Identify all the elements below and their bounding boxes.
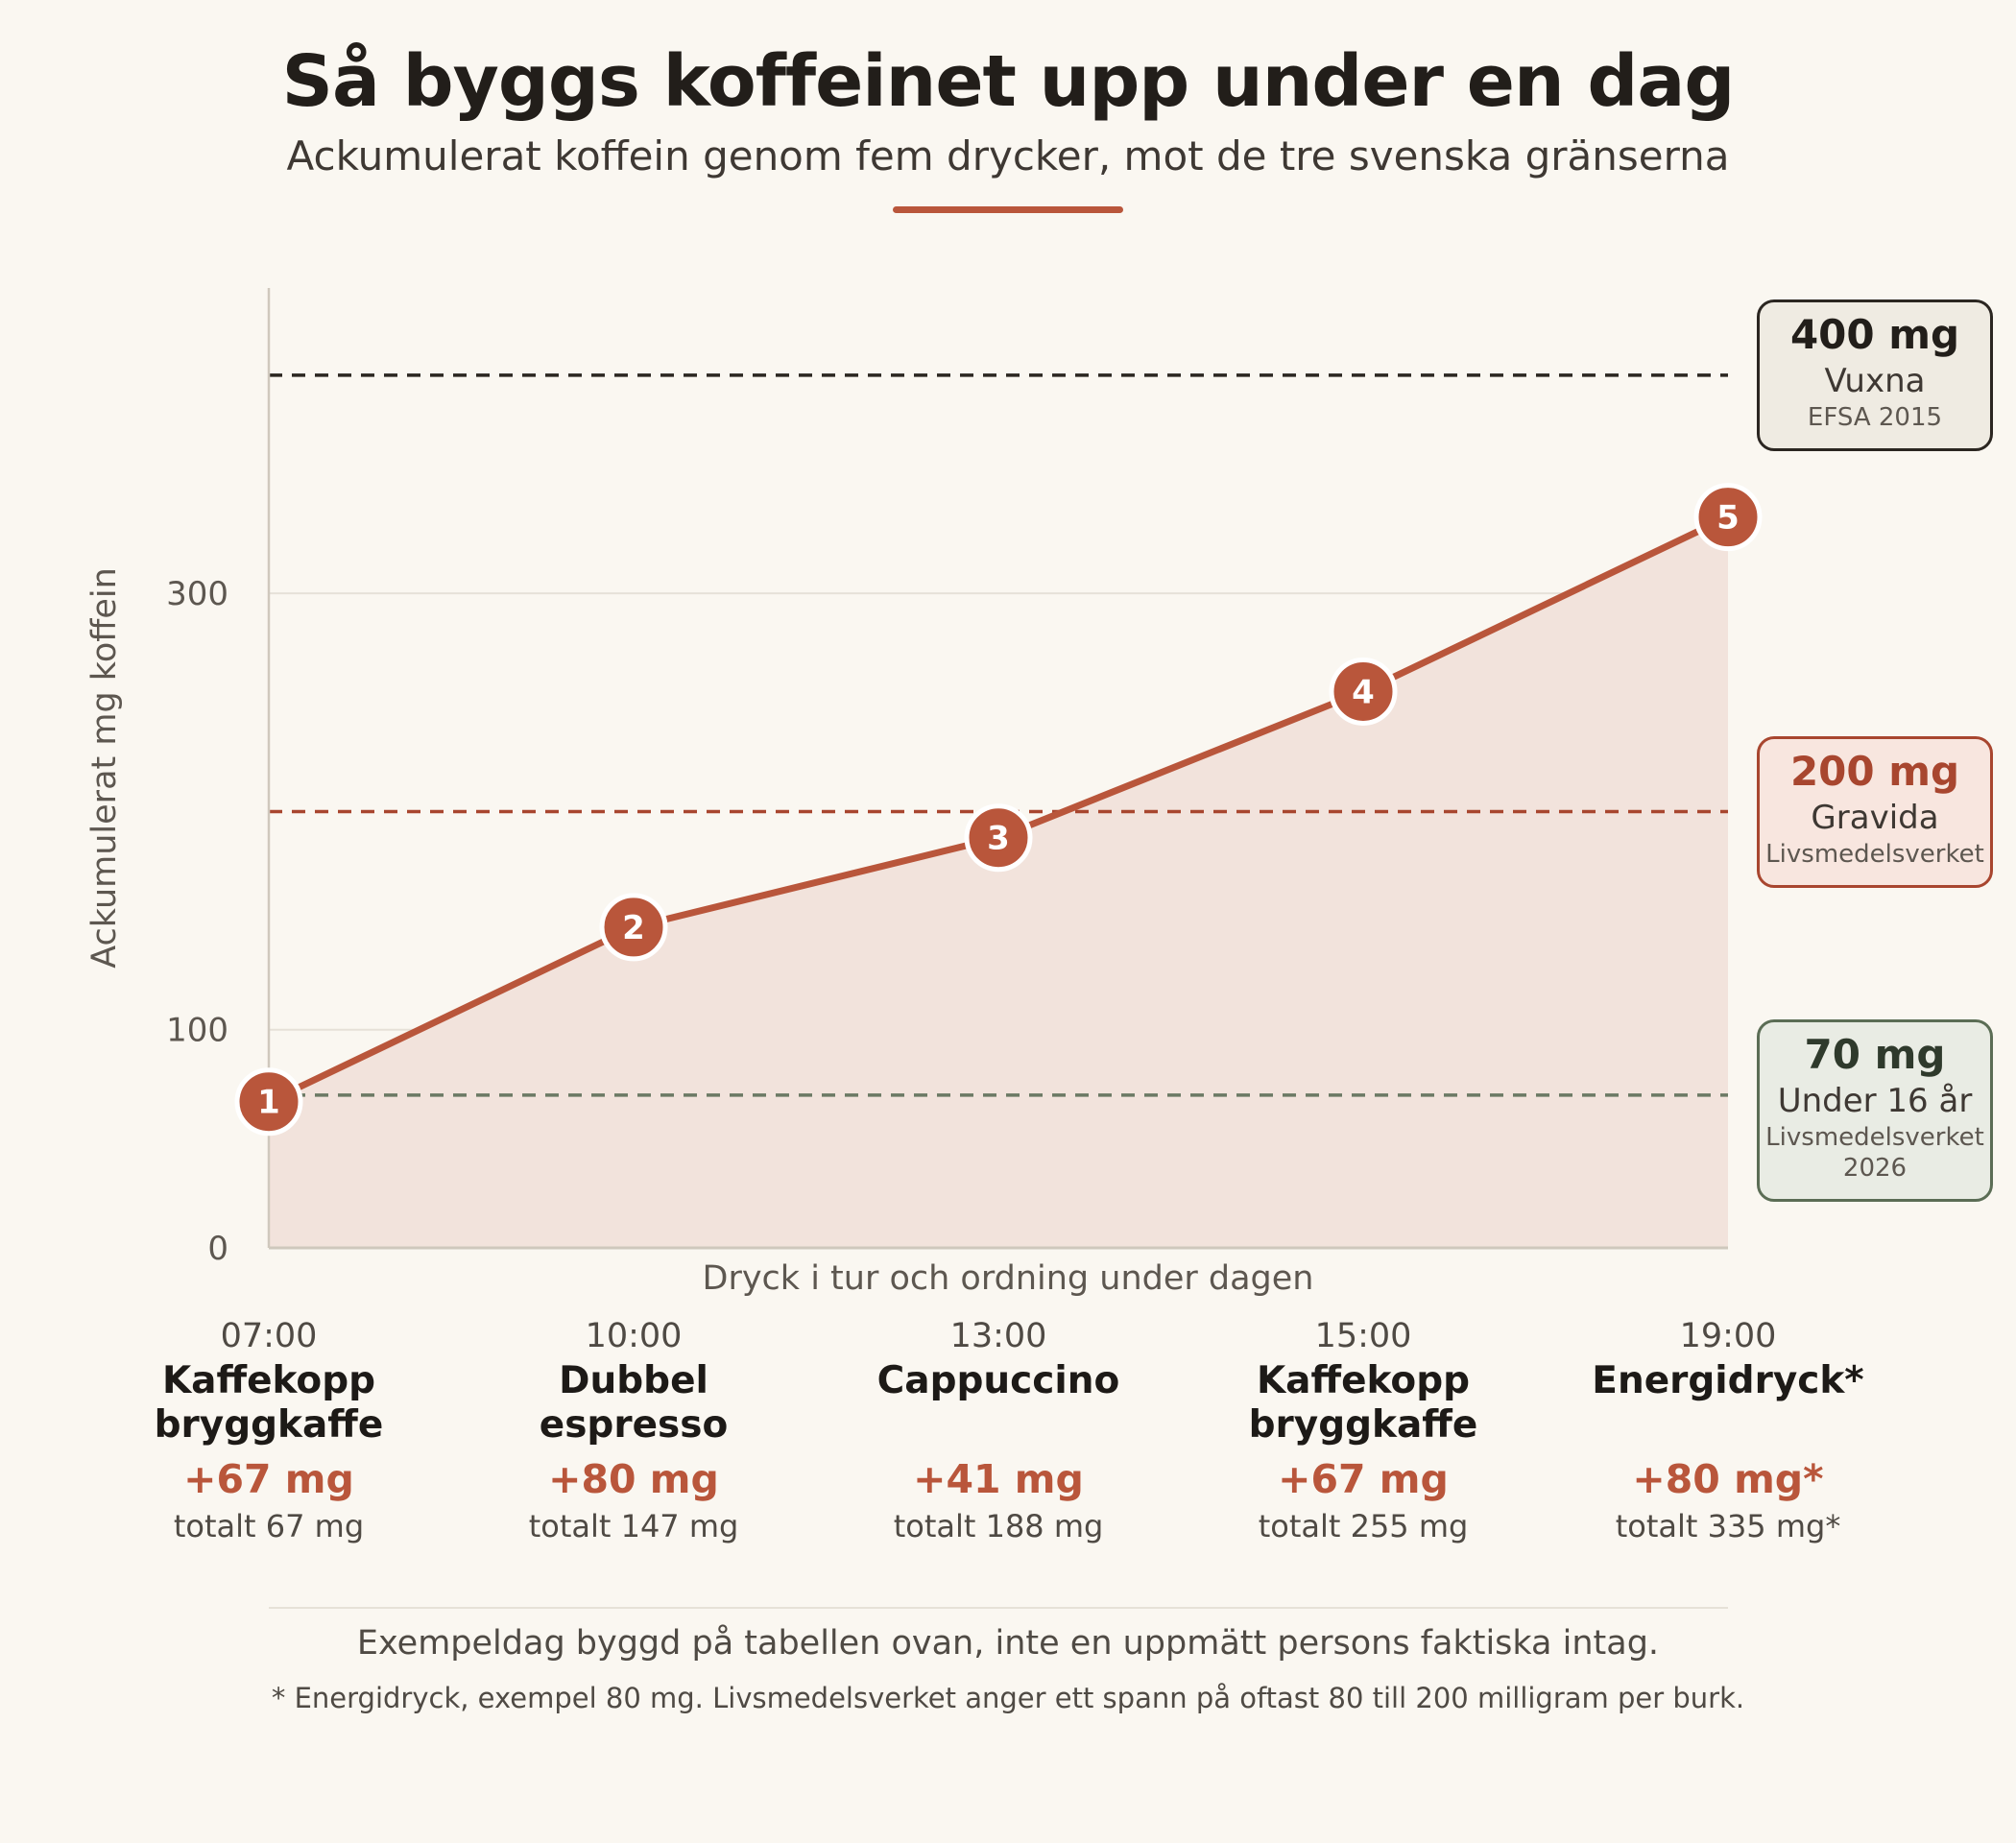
data-point	[599, 893, 668, 962]
limit-badge-pregnant: 200 mg Gravida Livsmedelsverket	[1757, 736, 1993, 888]
data-point-label: 2	[622, 909, 645, 947]
drink-added: +41 mg	[913, 1456, 1084, 1502]
y-tick-label: 100	[166, 1012, 228, 1050]
drink-name: Energidryck*	[1592, 1359, 1864, 1402]
marker-layer: 1 2 3 4 5	[234, 483, 1763, 1137]
drink-total: totalt 255 mg	[1258, 1508, 1469, 1544]
limit-group: Gravida	[1811, 799, 1939, 837]
drink-time: 13:00	[949, 1317, 1047, 1355]
drink-added: +80 mg*	[1632, 1456, 1824, 1502]
limit-amount: 70 mg	[1804, 1031, 1946, 1078]
limit-badge-adults: 400 mg Vuxna EFSA 2015	[1757, 299, 1993, 451]
drink-column: 13:00 Cappuccino +41 mg totalt 188 mg	[826, 1313, 1171, 1547]
drink-column: 07:00 Kaffekopp bryggkaffe +67 mg totalt…	[96, 1313, 442, 1547]
drink-column: 10:00 Dubbel espresso +80 mg totalt 147 …	[461, 1313, 806, 1547]
drink-time: 07:00	[220, 1317, 318, 1355]
limit-amount: 200 mg	[1789, 748, 1960, 795]
drink-added: +80 mg	[548, 1456, 719, 1502]
drink-total: totalt 67 mg	[173, 1508, 365, 1544]
data-point	[1329, 657, 1398, 726]
drink-added: +67 mg	[183, 1456, 354, 1502]
limit-source: Livsmedelsverket	[1765, 840, 1984, 869]
limit-source: Livsmedelsverket 2026	[1765, 1123, 1984, 1183]
data-point	[964, 803, 1033, 873]
drink-added: +67 mg	[1278, 1456, 1449, 1502]
chart-title: Så byggs koffeinet upp under en dag	[281, 40, 1736, 123]
limit-amount: 400 mg	[1789, 311, 1960, 358]
limit-group: Vuxna	[1824, 362, 1926, 400]
limit-lines-layer	[269, 373, 1728, 1097]
drink-name: Kaffekopp bryggkaffe	[154, 1359, 384, 1447]
footer-footnote: * Energidryck, exempel 80 mg. Livsmedels…	[271, 1682, 1745, 1714]
data-point-label: 5	[1716, 499, 1740, 538]
drink-time: 10:00	[585, 1317, 683, 1355]
y-axis-title: Ackumulerat mg koffein	[85, 567, 124, 969]
footer-note: Exempeldag byggd på tabellen ovan, inte …	[356, 1624, 1660, 1663]
drink-total: totalt 147 mg	[528, 1508, 739, 1544]
axis-layer: 0 100 300	[166, 288, 1728, 1268]
drink-total: totalt 188 mg	[893, 1508, 1104, 1544]
data-point	[234, 1067, 303, 1137]
title-accent-rule	[893, 206, 1123, 213]
limit-badge-youth: 70 mg Under 16 år Livsmedelsverket 2026	[1757, 1019, 1993, 1202]
drink-column: 15:00 Kaffekopp bryggkaffe +67 mg totalt…	[1190, 1313, 1536, 1547]
area-layer	[269, 516, 1728, 1248]
footer-divider	[269, 1607, 1728, 1609]
y-tick-label: 0	[207, 1230, 228, 1268]
limit-source: EFSA 2015	[1807, 403, 1943, 432]
drink-total: totalt 335 mg*	[1615, 1508, 1841, 1544]
data-point	[1693, 483, 1763, 552]
drink-time: 15:00	[1314, 1317, 1412, 1355]
data-point-label: 1	[257, 1084, 280, 1122]
drink-name: Kaffekopp bryggkaffe	[1248, 1359, 1478, 1447]
chart-subtitle: Ackumulerat koffein genom fem drycker, m…	[286, 132, 1730, 180]
data-point-label: 3	[987, 820, 1010, 858]
drink-name: Dubbel espresso	[539, 1359, 729, 1447]
x-axis-title: Dryck i tur och ordning under dagen	[703, 1259, 1314, 1298]
cumulative-area	[269, 516, 1728, 1248]
limit-group: Under 16 år	[1777, 1082, 1973, 1120]
caffeine-chart: 0 100 300 1 2 3 4 5 Ackumulerat mg koffein Dry…	[85, 288, 1763, 1298]
y-tick-label: 300	[166, 575, 228, 613]
data-point-label: 4	[1352, 673, 1375, 711]
drink-column: 19:00 Energidryck* +80 mg* totalt 335 mg…	[1555, 1313, 1901, 1547]
drink-name: Cappuccino	[876, 1359, 1120, 1402]
drink-time: 19:00	[1679, 1317, 1777, 1355]
